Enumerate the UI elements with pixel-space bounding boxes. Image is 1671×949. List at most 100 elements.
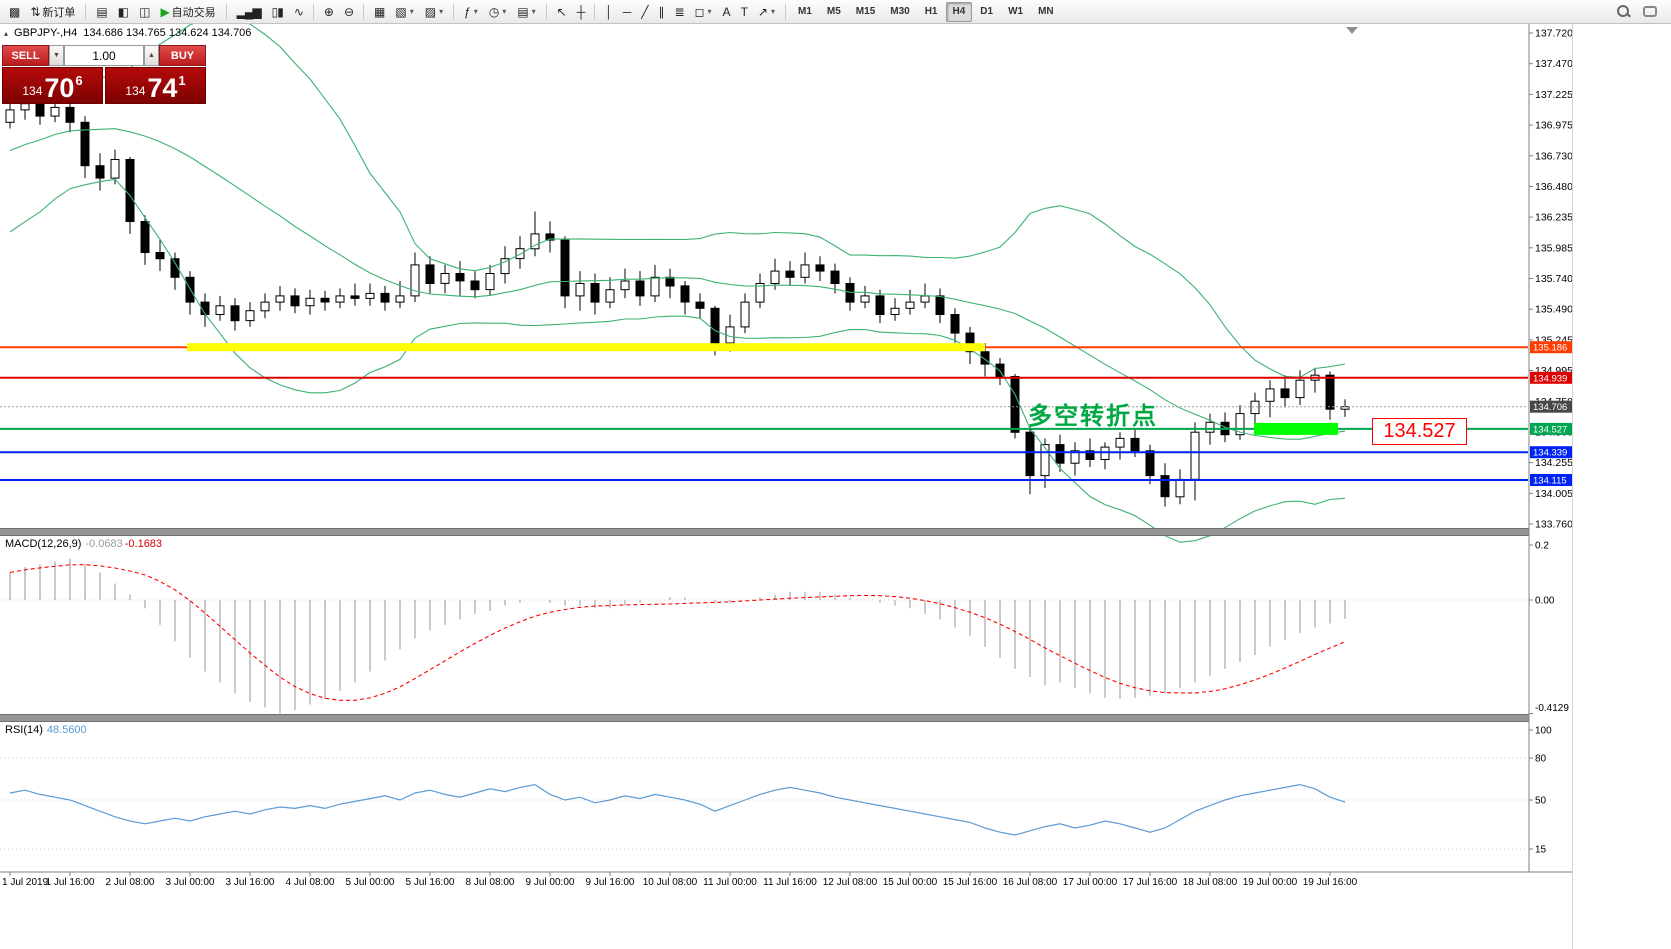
trendline-button[interactable]: ╱ — [636, 2, 652, 22]
channel-icon: ∥ — [658, 4, 665, 19]
candle-body — [1265, 388, 1275, 402]
time-axis-label: 12 Jul 08:00 — [823, 877, 878, 888]
profiles-button[interactable]: ▨ ▾ — [420, 2, 448, 22]
auto-trading-button-label: 自动交易 — [171, 6, 216, 19]
line-chart-button[interactable]: ∿ — [289, 2, 308, 22]
rsi-value: 48.5600 — [46, 724, 87, 736]
timeframe-m5-button[interactable]: M5 — [826, 6, 841, 17]
search-icon[interactable] — [1616, 4, 1631, 19]
profiles-icon: ▨ — [424, 4, 436, 19]
candle-body — [110, 159, 120, 179]
candlestick-icon: ▯▮ — [271, 4, 284, 19]
volume-down-button[interactable]: ▼ — [49, 45, 64, 66]
timeframe-m30-button[interactable]: M30 — [890, 6, 910, 17]
candle-body — [170, 258, 180, 278]
candle-body — [890, 307, 900, 315]
arrows-button[interactable]: ↗ ▾ — [753, 2, 780, 22]
indicators-button[interactable]: ƒ ▾ — [459, 2, 483, 22]
zoom-out-icon: ⊖ — [343, 4, 354, 19]
chart-symbol: GBPJPY-,H4 — [14, 27, 78, 39]
crosshair-button[interactable]: ┼ — [572, 2, 590, 22]
timeframe-m1-button[interactable]: M1 — [797, 6, 812, 17]
community-icon[interactable] — [1643, 6, 1657, 17]
data-window-button[interactable]: ◧ — [113, 2, 133, 22]
candle-body — [1145, 450, 1155, 477]
candle-body — [1190, 431, 1200, 480]
caret-icon: ▾ — [409, 7, 414, 16]
timeframe-h4-button[interactable]: H4 — [945, 1, 973, 22]
time-axis-label: 8 Jul 08:00 — [466, 877, 515, 888]
candle-body — [335, 295, 345, 303]
new-chart-icon: ▧ — [395, 4, 406, 19]
templates-icon: ▤ — [517, 4, 528, 19]
new-chart-button[interactable]: ▧ ▾ — [390, 2, 418, 22]
zoom-in-button[interactable]: ⊕ — [319, 2, 338, 22]
toolbar-separator — [363, 3, 365, 20]
volume-up-button[interactable]: ▲ — [144, 45, 159, 66]
app-icon-icon: ▩ — [9, 4, 20, 19]
candle-body — [1175, 478, 1185, 498]
price-callout[interactable]: 134.527 — [1372, 418, 1467, 445]
bar-chart-button[interactable]: ▂▄▆ — [232, 2, 266, 22]
line-chart-icon: ∿ — [293, 4, 304, 19]
volume-input[interactable] — [64, 45, 144, 66]
resistance-zone-highlight[interactable] — [187, 343, 985, 352]
new-order-icon: ⇅ — [30, 4, 40, 19]
price-tag-label: 134.706 — [1533, 402, 1567, 413]
buy-price-pip: 1 — [178, 73, 186, 88]
price-tag — [1530, 422, 1572, 435]
time-axis-label: 15 Jul 00:00 — [883, 877, 938, 888]
label-button[interactable]: T — [736, 2, 752, 22]
candle-body — [500, 258, 510, 275]
templates-button[interactable]: ▤ ▾ — [512, 2, 540, 22]
candle-body — [125, 159, 135, 222]
price-tag — [1530, 446, 1572, 459]
candle-body — [305, 297, 315, 307]
periods-button[interactable]: ◷ ▾ — [484, 2, 512, 22]
panel-splitter[interactable] — [0, 528, 1572, 536]
buy-price-box[interactable]: 134 74 1 — [105, 67, 206, 104]
toolbar-separator — [545, 3, 547, 20]
chart-shift-marker[interactable] — [1346, 27, 1358, 34]
buy-button[interactable]: BUY — [159, 45, 206, 66]
app-icon[interactable]: ▩ — [4, 2, 24, 22]
zoom-out-button[interactable]: ⊖ — [339, 2, 358, 22]
zoom-in-icon: ⊕ — [323, 4, 334, 19]
shapes-button[interactable]: ◻ ▾ — [690, 2, 717, 22]
timeframe-d1-button[interactable]: D1 — [980, 6, 994, 17]
candle-body — [155, 252, 165, 260]
candle-body — [1100, 446, 1110, 461]
candlestick-button[interactable]: ▯▮ — [267, 2, 288, 22]
rsi-axis-label: 50 — [1535, 796, 1547, 807]
channel-button[interactable]: ∥ — [654, 2, 669, 22]
time-axis-label: 11 Jul 16:00 — [763, 877, 817, 888]
navigator-button[interactable]: ◫ — [134, 2, 154, 22]
timeframe-w1-button[interactable]: W1 — [1008, 6, 1024, 17]
price-tag — [1530, 371, 1572, 384]
new-order-button[interactable]: ⇅ 新订单 — [25, 2, 80, 22]
sell-price-box[interactable]: 134 70 6 — [2, 67, 103, 104]
candle-body — [545, 233, 555, 241]
sell-price-pip: 6 — [75, 73, 83, 88]
auto-trading-button[interactable]: ▶ 自动交易 — [155, 2, 220, 22]
time-axis-label: 5 Jul 00:00 — [346, 877, 395, 888]
candle-body — [755, 283, 765, 303]
support-zone-highlight[interactable] — [1254, 422, 1338, 435]
timeframe-h1-button[interactable]: H1 — [924, 6, 938, 17]
rsi-axis-label: 100 — [1535, 726, 1552, 737]
vertical-line-button[interactable]: │ — [600, 2, 617, 22]
text-button[interactable]: A — [718, 2, 735, 22]
panel-splitter[interactable] — [0, 714, 1572, 722]
tile-windows-button[interactable]: ▦ — [369, 2, 389, 22]
sell-button[interactable]: SELL — [2, 45, 49, 66]
trendline-icon: ╱ — [641, 4, 648, 19]
macd-label: MACD(12,26,9) -0.0683 -0.1683 — [5, 538, 162, 550]
cursor-button[interactable]: ↖ — [552, 2, 571, 22]
market-watch-button[interactable]: ▤ — [91, 2, 111, 22]
horizontal-line-button[interactable]: ─ — [618, 2, 636, 22]
timeframe-mn-button[interactable]: MN — [1038, 6, 1054, 17]
timeframe-m15-button[interactable]: M15 — [855, 6, 876, 17]
chart-canvas[interactable]: 137.720 137.470 137.225 136.975 136.730 136.4… — [0, 24, 1572, 894]
fibonacci-button[interactable]: ≣ — [670, 2, 689, 22]
